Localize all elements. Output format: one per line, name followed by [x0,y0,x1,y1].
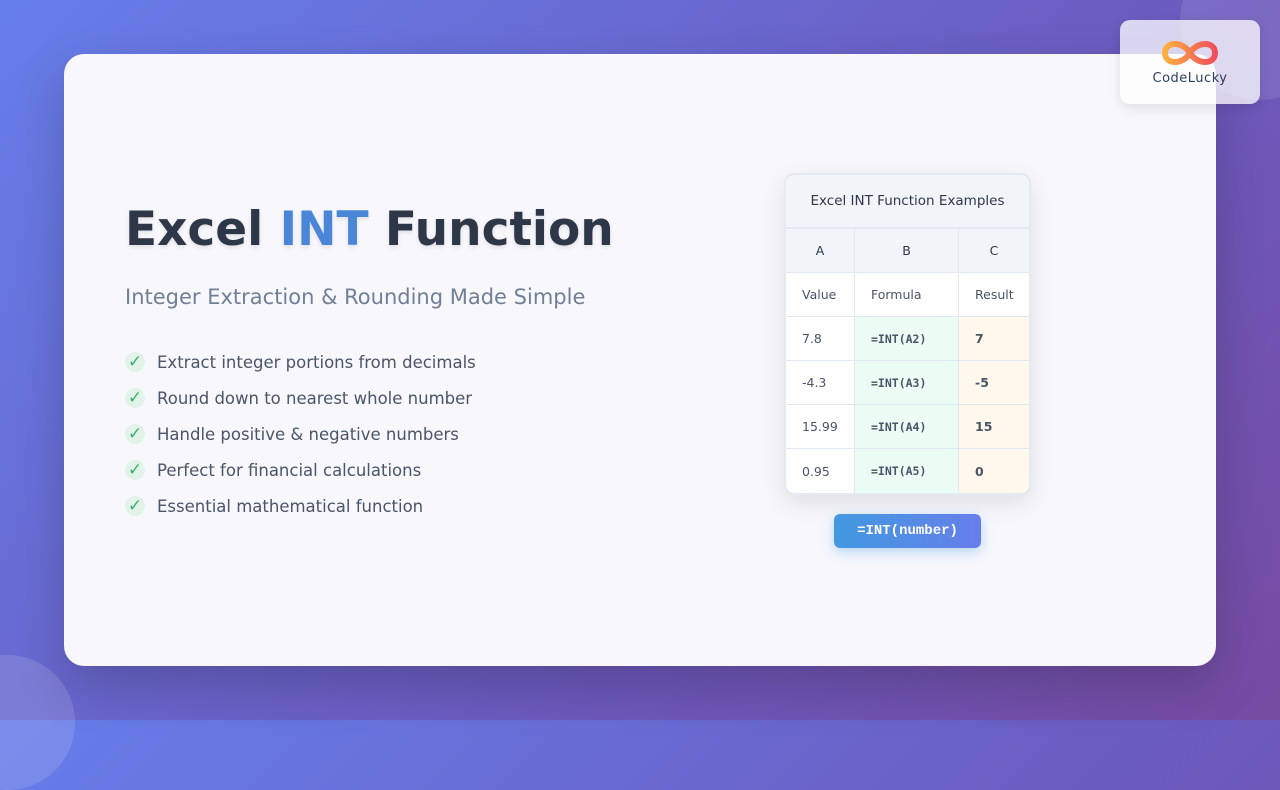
value-cell: 7.8 [786,317,855,360]
list-item: ✓ Essential mathematical function [125,488,476,524]
table-cell: Result [975,287,1014,302]
column-c: C [959,229,1029,272]
table-cell: Value [786,273,855,316]
list-item: ✓ Round down to nearest whole number [125,380,476,416]
formula-cell: =INT(A4) [855,405,959,448]
value-cell: 0.95 [786,449,855,493]
table-row: 15.99 =INT(A4) 15 [786,405,1029,449]
formula-cell: =INT(A2) [855,317,959,360]
table-row: -4.3 =INT(A3) -5 [786,361,1029,405]
header-row: Value Formula Result [786,273,1029,317]
column-b: B [855,229,959,272]
syntax-badge: =INT(number) [834,514,981,548]
table-title: Excel INT Function Examples [786,175,1029,229]
result-cell: 15 [959,405,1029,448]
examples-table: Excel INT Function Examples A B C Value … [784,173,1031,495]
list-item: ✓ Handle positive & negative numbers [125,416,476,452]
brand-logo: CodeLucky [1120,20,1260,104]
formula-cell: =INT(A3) [855,361,959,404]
value-cell: 15.99 [786,405,855,448]
page-title: Excel INT Function [125,202,614,257]
brand-name: CodeLucky [1152,71,1228,86]
feature-list: ✓ Extract integer portions from decimals … [125,344,476,524]
column-a: A [786,229,855,272]
formula-cell: =INT(A5) [855,449,959,493]
check-icon: ✓ [125,424,145,444]
column-header-row: A B C [786,229,1029,273]
list-item: ✓ Extract integer portions from decimals [125,344,476,380]
table-row: 0.95 =INT(A5) 0 [786,449,1029,493]
table-row: 7.8 =INT(A2) 7 [786,317,1029,361]
check-icon: ✓ [125,388,145,408]
decor-circle [0,655,75,790]
result-cell: -5 [959,361,1029,404]
check-icon: ✓ [125,496,145,516]
check-icon: ✓ [125,352,145,372]
list-item: ✓ Perfect for financial calculations [125,452,476,488]
result-cell: 7 [959,317,1029,360]
result-cell: 0 [959,449,1029,493]
subtitle: Integer Extraction & Rounding Made Simpl… [125,285,586,309]
table-cell: Formula [855,273,959,316]
value-cell: -4.3 [786,361,855,404]
check-icon: ✓ [125,460,145,480]
infinity-logo-icon [1161,41,1219,65]
